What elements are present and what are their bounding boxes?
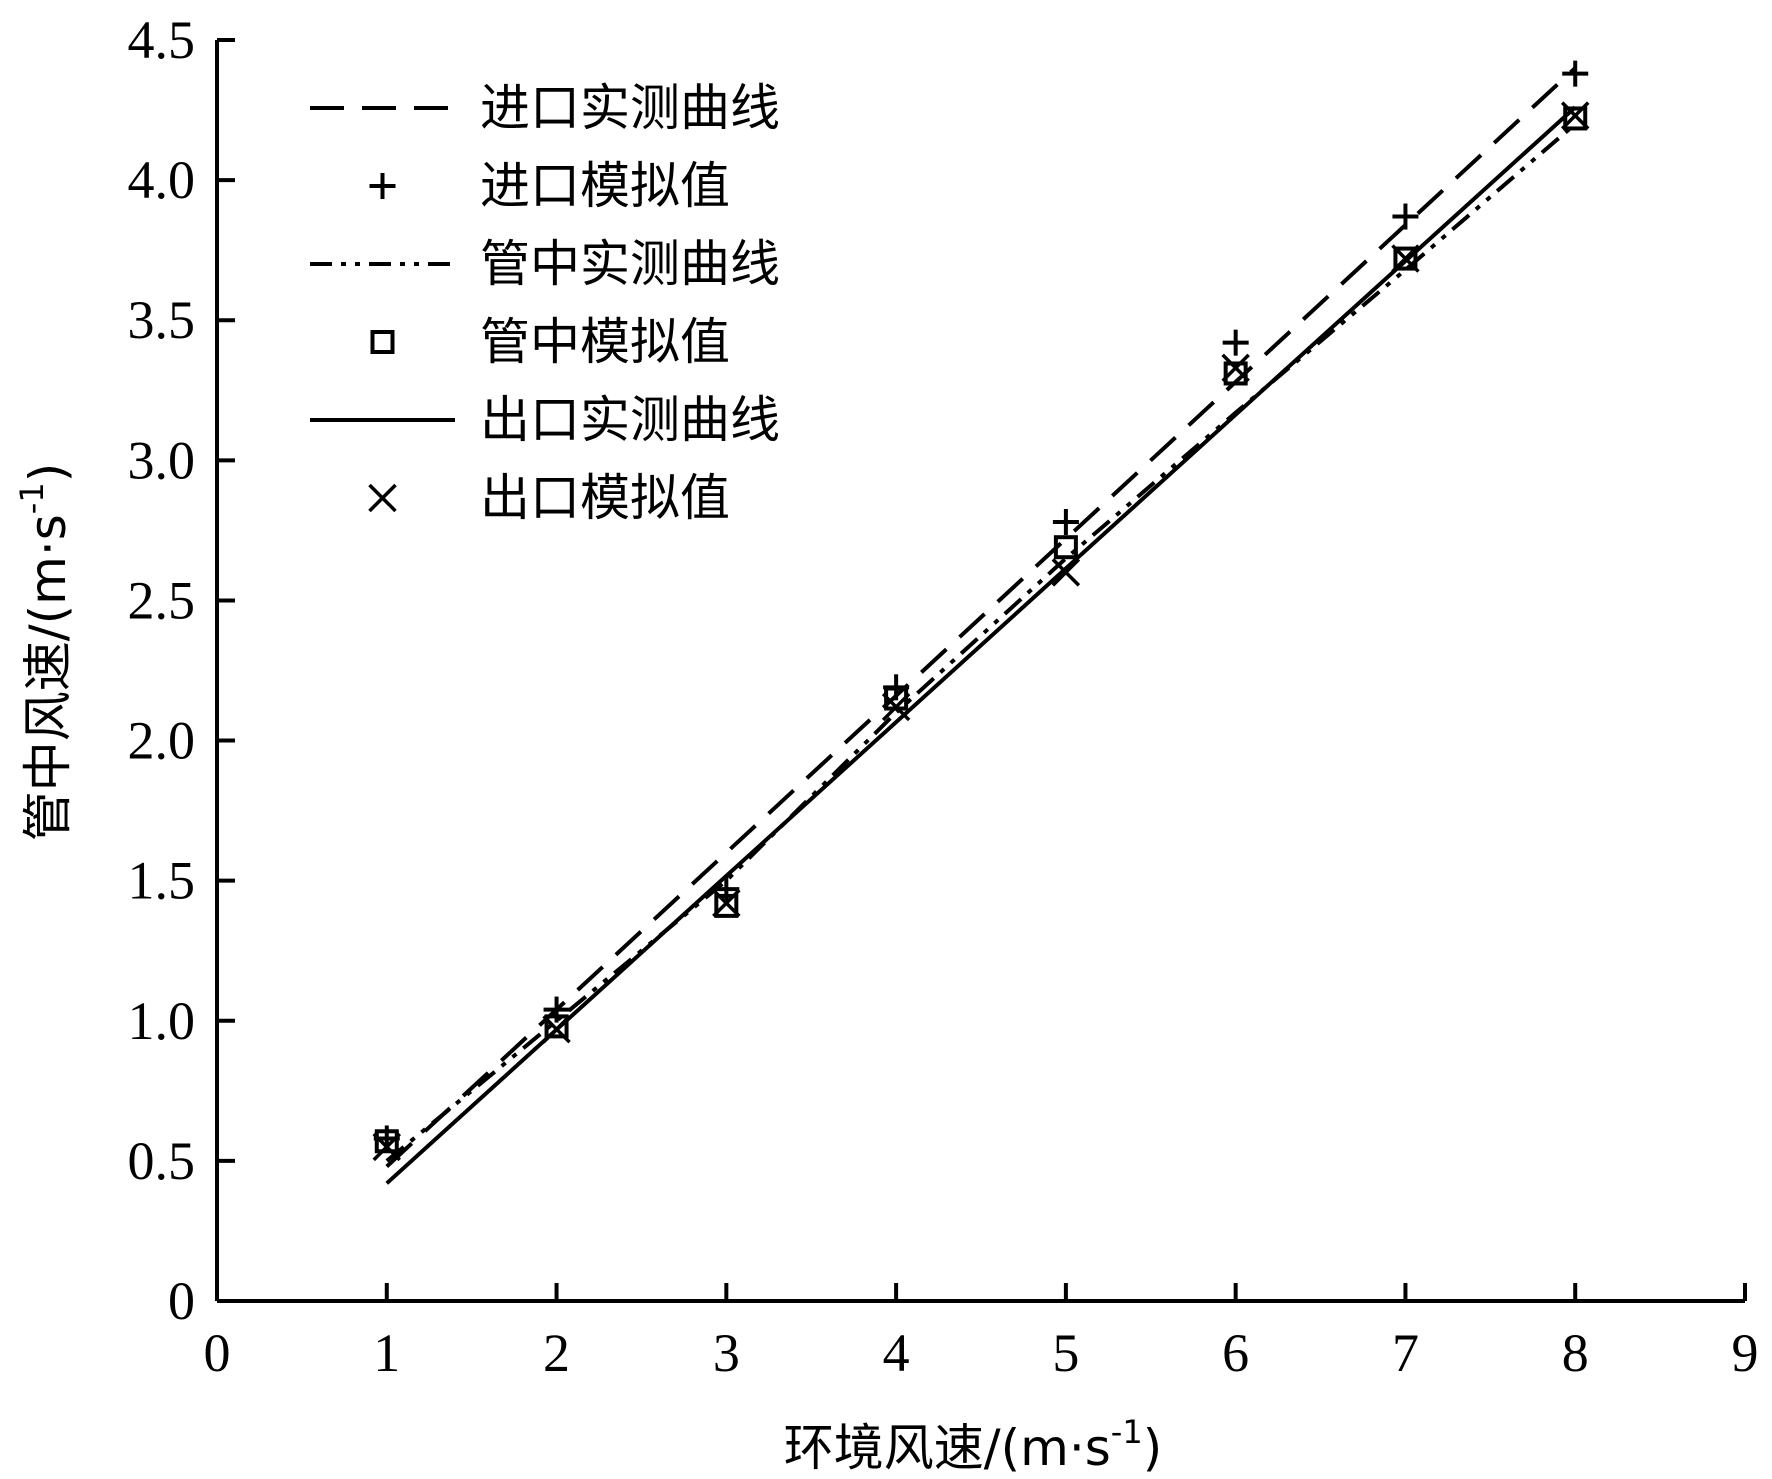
legend-label: 管中模拟值 — [480, 313, 730, 371]
data-point-square — [544, 1014, 569, 1039]
x-tick-label: 8 — [1562, 1323, 1589, 1383]
legend-item: 进口实测曲线 — [310, 79, 780, 137]
series-line-0 — [385, 66, 1577, 1168]
legend-item: 管中实测曲线 — [310, 235, 780, 293]
legend-label: 进口模拟值 — [480, 157, 730, 215]
y-tick-label: 1.5 — [128, 851, 196, 911]
data-point-plus — [1392, 203, 1419, 230]
x-tick-label: 9 — [1732, 1323, 1759, 1383]
data-point-plus — [1222, 329, 1249, 356]
legend-item: 进口模拟值 — [369, 157, 730, 215]
data-point-x — [1391, 244, 1420, 273]
series-line-2 — [385, 122, 1577, 1163]
x-tick-label: 0 — [204, 1323, 231, 1383]
y-axis: 0 0.5 1.0 1.5 2.0 2.5 3.0 3.5 4.0 4.5 — [128, 10, 235, 1331]
legend-label: 出口实测曲线 — [480, 391, 780, 449]
plot-area — [372, 60, 1590, 1185]
y-tick-label: 0 — [168, 1271, 195, 1331]
y-tick-label: 4.0 — [128, 150, 196, 210]
legend-item: 出口实测曲线 — [310, 391, 780, 449]
x-tick-label: 7 — [1392, 1323, 1419, 1383]
legend-swatch-square — [370, 330, 395, 354]
data-point-square — [1223, 361, 1248, 386]
x-axis-title: 环境风速/(m·s-1) — [784, 1413, 1162, 1477]
x-tick-label: 1 — [373, 1323, 400, 1383]
legend-swatch-plus — [369, 173, 396, 199]
x-tick-label: 6 — [1222, 1323, 1249, 1383]
legend-item: 管中模拟值 — [370, 313, 730, 371]
data-point-square — [374, 1129, 399, 1154]
data-point-square — [1053, 535, 1078, 560]
x-tick-label: 4 — [883, 1323, 910, 1383]
x-tick-label: 3 — [713, 1323, 740, 1383]
y-tick-label: 3.5 — [128, 290, 196, 350]
y-tick-label: 3.0 — [128, 430, 196, 490]
y-tick-label: 2.5 — [128, 570, 196, 630]
legend-label: 出口模拟值 — [480, 469, 730, 527]
data-point-x — [542, 1014, 571, 1044]
x-axis: 0 1 2 3 4 5 6 7 8 9 — [204, 1283, 1759, 1383]
y-tick-label: 2.0 — [128, 711, 196, 771]
legend-swatch-x — [368, 483, 397, 513]
y-tick-label: 1.0 — [128, 991, 196, 1051]
legend-item: 出口模拟值 — [368, 469, 730, 527]
data-point-x — [881, 692, 911, 722]
data-point-x — [372, 1132, 402, 1162]
x-tick-label: 2 — [543, 1323, 570, 1383]
data-point-plus — [1052, 508, 1079, 535]
data-point-square — [714, 893, 739, 918]
y-axis-title: 管中风速/(m·s-1) — [13, 463, 77, 841]
data-point-x — [712, 888, 741, 918]
data-point-plus — [1562, 60, 1589, 87]
y-tick-label: 4.5 — [128, 10, 196, 70]
data-point-square — [1393, 246, 1418, 271]
series-line-4 — [385, 105, 1577, 1185]
legend-label: 管中实测曲线 — [480, 235, 780, 293]
data-point-x — [1560, 101, 1590, 130]
y-tick-label: 0.5 — [128, 1131, 196, 1191]
legend-label: 进口实测曲线 — [480, 79, 780, 137]
data-point-x — [1051, 558, 1081, 587]
x-tick-label: 5 — [1052, 1323, 1079, 1383]
data-point-x — [1221, 353, 1250, 383]
